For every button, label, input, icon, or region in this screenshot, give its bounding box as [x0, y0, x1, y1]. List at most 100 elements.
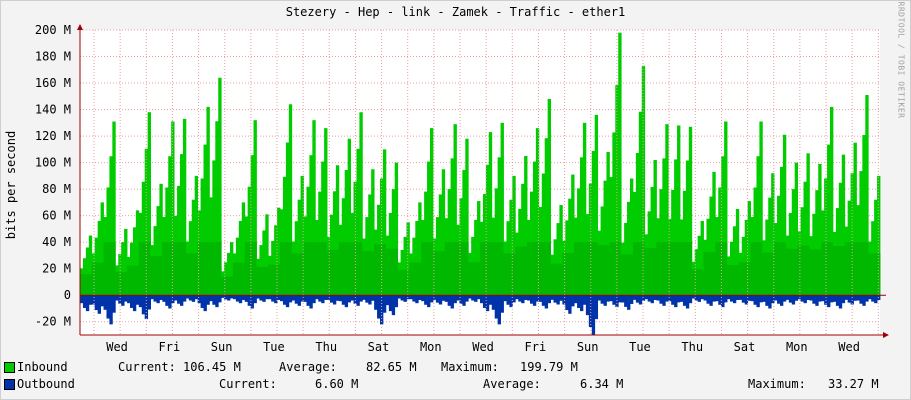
outbound-bar — [362, 295, 366, 300]
outbound-bar — [532, 295, 537, 306]
inbound-bar — [827, 144, 831, 296]
x-tick-label: Sun — [577, 340, 599, 354]
outbound-bar — [477, 295, 481, 300]
outbound-bar — [235, 295, 240, 302]
outbound-bar — [88, 295, 93, 305]
inbound-bar — [744, 219, 749, 296]
outbound-bar — [797, 295, 801, 300]
inbound-bar — [238, 220, 243, 296]
outbound-bar — [724, 295, 728, 303]
outbound-bar — [330, 295, 334, 303]
x-tick-label: Mon — [786, 340, 808, 354]
inbound-bar — [509, 199, 513, 296]
outbound-bar — [756, 295, 760, 308]
inbound-bar — [380, 178, 384, 296]
inbound-bar — [627, 201, 631, 296]
inbound-bar — [806, 153, 810, 296]
outbound-bar — [732, 295, 737, 304]
inbound-bar — [124, 228, 128, 296]
inbound-base — [338, 242, 351, 296]
inbound-bar — [594, 114, 599, 296]
inbound-bar — [665, 124, 669, 296]
inbound-bar — [215, 121, 219, 296]
legend-average-outbound: 6.34 M — [580, 377, 624, 391]
outbound-bar — [371, 295, 375, 301]
outbound-bar — [800, 295, 804, 302]
inbound-base — [115, 272, 128, 296]
outbound-bar — [712, 295, 716, 302]
outbound-bar — [356, 295, 360, 306]
outbound-bar — [874, 295, 878, 304]
outbound-bar — [550, 295, 554, 300]
inbound-bar — [841, 154, 846, 296]
inbound-base — [421, 242, 434, 296]
inbound-base — [527, 242, 540, 296]
outbound-bar — [315, 295, 319, 300]
outbound-bar — [653, 295, 657, 300]
outbound-bar — [112, 295, 116, 313]
outbound-bar — [791, 295, 796, 305]
outbound-bar — [244, 295, 249, 302]
outbound-bar — [168, 295, 172, 309]
outbound-bar — [500, 295, 504, 313]
inbound-bar — [156, 206, 160, 296]
inbound-base — [503, 253, 516, 296]
outbound-bar — [538, 295, 543, 302]
outbound-bar — [612, 295, 616, 305]
y-tick-label: 60 M — [42, 209, 71, 223]
outbound-bar — [271, 295, 275, 302]
outbound-bar — [556, 295, 560, 305]
outbound-bar — [600, 295, 604, 304]
inbound-base — [680, 242, 693, 296]
inbound-base — [150, 256, 163, 296]
inbound-bar — [353, 181, 357, 296]
inbound-bar — [182, 118, 187, 296]
outbound-bar — [447, 295, 451, 306]
inbound-bar — [438, 194, 443, 296]
outbound-bar — [803, 295, 807, 304]
inbound-bar — [512, 175, 516, 296]
outbound-bar — [424, 295, 428, 305]
inbound-bar — [794, 162, 799, 296]
outbound-bar — [535, 295, 540, 302]
inbound-base — [621, 254, 634, 296]
outbound-bar — [515, 295, 519, 300]
outbound-bar — [638, 295, 643, 305]
outbound-bar — [591, 295, 596, 335]
outbound-bar — [468, 295, 472, 299]
inbound-bar — [135, 210, 140, 296]
inbound-base — [632, 242, 646, 296]
inbound-bar — [521, 183, 525, 296]
inbound-bar — [721, 156, 725, 296]
inbound-bar — [132, 227, 137, 296]
outbound-bar — [565, 295, 569, 311]
outbound-bar — [594, 295, 599, 320]
inbound-bar — [300, 175, 304, 296]
outbound-bar — [530, 295, 534, 304]
inbound-bar — [653, 159, 657, 296]
inbound-bar — [382, 149, 387, 296]
outbound-bar — [597, 295, 601, 301]
outbound-bar — [430, 295, 434, 303]
x-tick-label: Mon — [420, 340, 442, 354]
inbound-bar — [309, 155, 313, 296]
outbound-bar — [138, 295, 143, 308]
inbound-bar — [277, 207, 281, 296]
outbound-bar — [288, 295, 293, 303]
inbound-bar — [335, 165, 340, 296]
outbound-bar — [335, 295, 340, 301]
inbound-bar — [859, 171, 863, 296]
inbound-bar — [250, 155, 254, 296]
outbound-bar — [568, 295, 572, 314]
inbound-bar — [371, 169, 375, 296]
outbound-bar — [130, 295, 134, 308]
outbound-bar — [750, 295, 754, 302]
inbound-bar — [559, 205, 563, 296]
outbound-bar — [574, 295, 578, 304]
outbound-bar — [156, 295, 160, 304]
outbound-bar — [815, 295, 819, 306]
inbound-bar — [203, 144, 207, 296]
inbound-bar — [359, 112, 363, 296]
outbound-bar — [97, 295, 101, 314]
inbound-bar — [430, 128, 434, 296]
